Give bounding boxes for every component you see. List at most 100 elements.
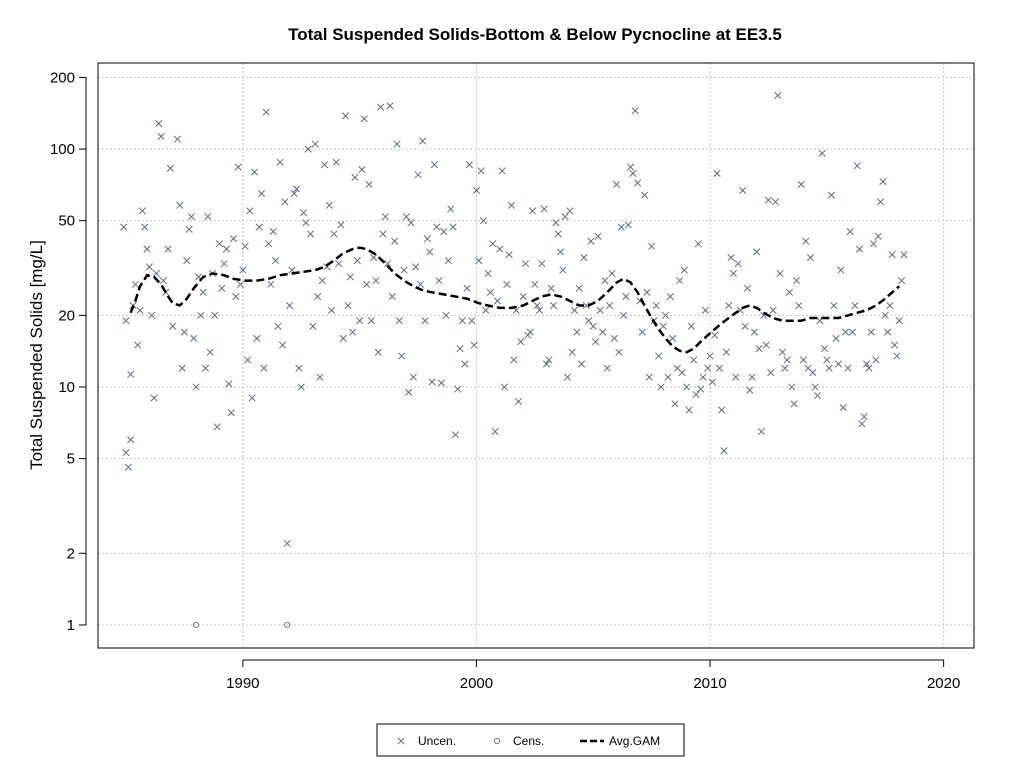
uncen-point-stroke (781, 364, 789, 372)
legend-circle-marker-icon (493, 737, 501, 745)
uncen-point (577, 360, 586, 368)
legend-label-uncen: Uncen. (418, 734, 456, 748)
uncen-point-stroke (166, 164, 174, 172)
uncen-point-stroke (762, 341, 770, 349)
uncen-point-stroke (496, 245, 504, 253)
uncen-point-stroke (281, 198, 289, 206)
uncen-point (442, 311, 450, 319)
uncen-point-stroke (722, 348, 730, 356)
uncen-point-stroke (218, 284, 226, 292)
uncen-point-stroke (353, 256, 361, 265)
uncen-point (311, 140, 319, 148)
uncen-point (321, 161, 329, 169)
uncen-point-stroke (486, 288, 495, 296)
uncen-point-stroke (479, 217, 487, 225)
uncen-point (229, 235, 238, 243)
uncen-point-stroke (570, 306, 579, 314)
uncen-point-stroke (451, 431, 459, 439)
uncen-point (552, 219, 560, 227)
uncen-point-stroke (732, 373, 740, 381)
uncen-point-stroke (809, 369, 817, 377)
uncen-point (465, 161, 473, 169)
uncen-point-stroke (666, 292, 674, 301)
uncen-point (762, 341, 770, 349)
uncen-point-stroke (255, 223, 263, 231)
uncen-point-stroke (477, 167, 485, 175)
uncen-point (241, 242, 249, 250)
legend-x-marker-icon (397, 737, 405, 745)
uncen-point-stroke (708, 378, 716, 386)
legend-item-uncen: Uncen. (397, 734, 456, 748)
uncen-point-stroke (594, 232, 602, 240)
uncen-point-stroke (377, 103, 385, 111)
uncen-point-stroke (157, 132, 165, 140)
uncen-point (290, 190, 298, 198)
uncen-point (384, 260, 392, 268)
uncen-point-stroke (799, 356, 808, 364)
uncen-point-stroke (575, 284, 583, 292)
uncen-point (893, 352, 901, 360)
uncen-point (788, 383, 796, 391)
uncen-point (463, 284, 471, 292)
uncen-point (293, 185, 301, 193)
uncen-point (192, 383, 200, 391)
uncen-point-stroke (183, 256, 191, 265)
uncen-point-stroke (750, 328, 758, 336)
uncen-point-stroke (664, 373, 672, 381)
uncen-point-stroke (725, 301, 733, 310)
uncen-point (781, 364, 789, 372)
uncen-point (479, 217, 487, 225)
uncen-point (823, 356, 831, 364)
uncen-point-stroke (514, 397, 523, 405)
uncen-point-stroke (510, 356, 518, 364)
uncen-point-stroke (692, 390, 700, 399)
uncen-point (482, 306, 490, 314)
uncen-point-stroke (412, 263, 420, 271)
uncen-point-stroke (806, 253, 815, 262)
uncen-point-stroke (344, 301, 352, 310)
uncen-point (365, 180, 373, 189)
uncen-point (472, 186, 480, 195)
uncen-point-stroke (386, 102, 394, 110)
uncen-point-stroke (470, 341, 478, 349)
uncen-point-stroke (276, 158, 284, 166)
uncen-point (556, 248, 565, 256)
uncen-point-stroke (225, 380, 233, 388)
uncen-point (514, 397, 523, 405)
uncen-point-stroke (631, 107, 639, 115)
uncen-point (285, 301, 294, 310)
uncen-point (811, 383, 819, 391)
uncen-point-stroke (617, 223, 625, 231)
uncen-point (199, 288, 207, 296)
uncen-point (547, 284, 555, 292)
uncen-point-stroke (379, 230, 387, 238)
uncen-point (134, 341, 142, 349)
uncen-point (657, 383, 665, 391)
uncen-point-stroke (472, 186, 480, 195)
y-tick-label: 100 (50, 141, 75, 158)
uncen-point-stroke (318, 277, 326, 285)
uncen-point-stroke (678, 369, 686, 377)
uncen-point-stroke (267, 280, 275, 288)
uncen-point (257, 190, 266, 198)
uncen-point-stroke (187, 213, 195, 221)
uncen-point (877, 198, 885, 206)
uncen-point (891, 341, 899, 349)
uncen-point (617, 223, 625, 231)
uncen-point-stroke (893, 352, 901, 360)
uncen-point (790, 400, 798, 408)
uncen-point-stroke (855, 245, 864, 253)
uncen-point-stroke (556, 248, 565, 256)
uncen-point (748, 373, 756, 381)
uncen-point (701, 306, 709, 314)
uncen-point-stroke (250, 168, 259, 176)
uncen-point (486, 288, 495, 296)
uncen-point (613, 180, 621, 189)
uncen-point-stroke (622, 292, 630, 301)
uncen-point-stroke (241, 242, 249, 250)
uncen-point (813, 392, 822, 400)
uncen-point-stroke (444, 256, 452, 265)
uncen-point-stroke (582, 301, 590, 310)
uncen-point-stroke (528, 207, 537, 215)
uncen-point-stroke (498, 167, 506, 175)
